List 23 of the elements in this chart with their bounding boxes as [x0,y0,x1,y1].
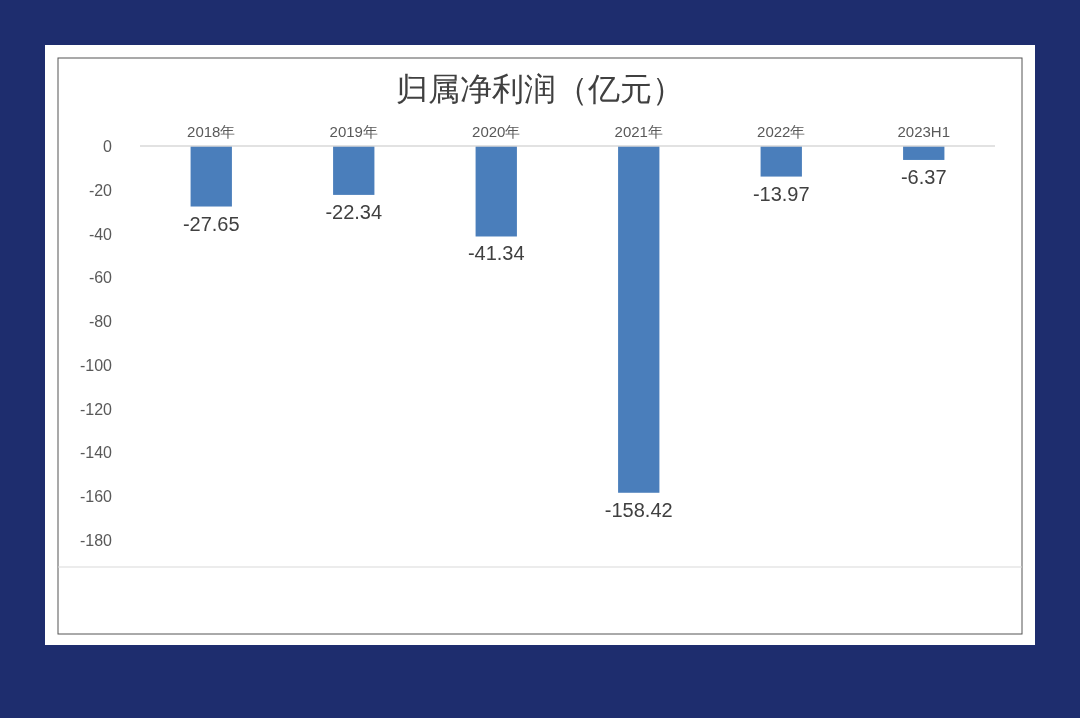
y-tick-label: -80 [88,313,113,331]
x-tick-label: 2019年 [329,123,378,140]
y-tick-label: -100 [79,356,113,374]
y-tick-label: -140 [79,444,113,462]
y-tick-label: -60 [88,269,113,287]
x-tick-label: 2018年 [187,123,236,140]
chart-title: 归属净利润（亿元） [396,71,684,107]
data-label: -27.65 [182,212,240,235]
x-tick-label: 2020年 [472,123,521,140]
data-label: -22.34 [325,200,383,223]
x-tick-label: 2023H1 [897,123,951,140]
data-label: -13.97 [752,182,810,205]
y-tick-label: -40 [88,225,113,243]
y-tick-label: 0 [103,138,113,155]
y-tick-label: -180 [79,532,113,549]
x-tick-label: 2022年 [757,123,806,140]
data-label: -41.34 [467,242,525,265]
y-tick-label: -160 [79,488,113,506]
data-label: -6.37 [900,165,947,188]
x-tick-label: 2021年 [614,123,663,140]
y-tick-label: -120 [79,400,113,418]
data-label: -158.42 [604,498,673,521]
y-tick-label: -20 [88,181,113,199]
